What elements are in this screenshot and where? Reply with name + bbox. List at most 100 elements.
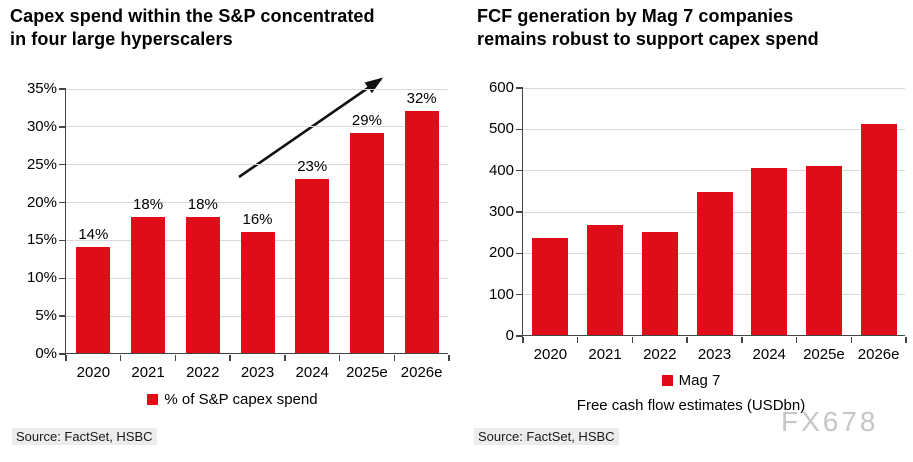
y-axis-tick	[516, 252, 523, 255]
y-axis-tick	[516, 335, 523, 337]
y-axis-tick	[516, 169, 523, 172]
y-axis-tick	[59, 315, 66, 317]
bar-2023	[240, 231, 275, 353]
bar-value-label: 14%	[78, 226, 109, 243]
y-axis-tick	[516, 87, 523, 89]
x-axis-tick	[850, 336, 853, 343]
bar-2020	[76, 247, 111, 353]
y-axis-tick-label: 30%	[26, 117, 57, 135]
fcf-axis-caption: Free cash flow estimates (USDbn)	[576, 397, 806, 414]
x-axis-tick	[686, 336, 688, 343]
y-axis-tick	[516, 128, 523, 131]
y-axis-tick-label: 10%	[26, 269, 57, 287]
bar-2023	[696, 192, 733, 335]
fcf-legend: Mag 7	[477, 372, 905, 389]
y-axis-tick-label: 25%	[26, 155, 57, 173]
bar-2021	[131, 216, 166, 353]
fcf-source-note: Source: FactSet, HSBC	[474, 428, 619, 445]
bar-2020	[532, 237, 569, 335]
watermark: FX678	[781, 406, 879, 437]
capex-legend-swatch-icon	[147, 394, 159, 405]
x-axis-tick	[338, 354, 341, 361]
fcf-chart-title: FCF generation by Mag 7 companies remain…	[477, 5, 907, 51]
capex-title-line-2: in four large hyperscalers	[10, 29, 233, 49]
x-axis-tick	[174, 354, 177, 361]
bar-value-label: 18%	[133, 195, 164, 213]
gridline	[523, 87, 905, 89]
gridline	[66, 126, 448, 128]
x-axis-tick	[284, 354, 286, 361]
y-axis-tick	[59, 201, 66, 204]
x-axis-category-label: 2022	[643, 346, 677, 363]
bar-2025e	[805, 165, 842, 335]
bar-2021	[587, 225, 624, 335]
x-axis-category-label: 2025e	[803, 346, 845, 363]
x-axis-category-label: 2025e	[346, 364, 388, 381]
capex-legend: % of S&P capex spend	[10, 391, 455, 408]
y-axis-tick-label: 0%	[35, 345, 57, 362]
x-axis-category-label: 2024	[752, 346, 786, 363]
x-axis-category-label: 2021	[588, 346, 622, 363]
capex-chart-title: Capex spend within the S&P concentrated …	[10, 5, 450, 51]
x-axis-category-label: 2021	[131, 364, 165, 381]
y-axis-tick-label: 35%	[26, 80, 57, 97]
bar-value-label: 23%	[297, 157, 328, 175]
x-axis-category-label: 2020	[533, 346, 568, 363]
gridline	[66, 88, 448, 90]
gridline	[66, 164, 448, 166]
y-axis-tick-label: 100	[488, 285, 514, 303]
fcf-plot-area: 0 100 200 300 400 500 600 2020 2021 2022 2023 2024 2…	[489, 79, 907, 363]
y-axis-tick-label: 0	[505, 327, 514, 344]
bar-2024	[751, 167, 788, 335]
x-axis-tick	[576, 336, 579, 343]
x-axis-tick	[229, 354, 231, 361]
x-axis-category-label: 2023	[697, 346, 732, 363]
x-axis-tick	[795, 336, 798, 343]
x-axis-category-label: 2026e	[857, 346, 900, 363]
bar-value-label: 29%	[351, 112, 382, 130]
bar-2022	[185, 216, 220, 353]
x-axis-category-label: 2020	[76, 364, 111, 381]
bar-2026e	[404, 110, 439, 353]
bar-value-label: 16%	[242, 210, 273, 228]
x-axis-tick	[393, 354, 396, 361]
bar-value-label: 18%	[187, 195, 218, 213]
capex-source-note: Source: FactSet, HSBC	[12, 428, 157, 445]
y-axis-tick	[59, 126, 66, 128]
x-axis-tick	[65, 354, 67, 361]
x-axis-tick	[522, 336, 524, 343]
x-axis-category-label: 2023	[240, 364, 275, 381]
gridline	[523, 128, 905, 130]
y-axis-tick-label: 5%	[35, 307, 57, 325]
y-axis-tick	[516, 293, 523, 296]
y-axis-tick	[59, 277, 66, 280]
x-axis-tick	[448, 354, 450, 361]
y-axis-tick-label: 200	[488, 244, 514, 262]
x-axis-category-label: 2024	[295, 364, 329, 381]
bar-2024	[295, 178, 330, 353]
y-axis-tick-label: 600	[488, 79, 514, 96]
y-axis-tick-label: 500	[488, 120, 514, 138]
y-axis-tick-label: 400	[488, 161, 514, 179]
fcf-legend-swatch-icon	[661, 375, 673, 386]
x-axis-tick	[905, 336, 907, 343]
fcf-title-line-1: FCF generation by Mag 7 companies	[477, 6, 794, 26]
gridline	[66, 202, 448, 204]
bar-2025e	[349, 133, 384, 353]
y-axis-tick	[59, 353, 66, 355]
y-axis-tick	[516, 211, 523, 213]
y-axis-tick	[59, 239, 66, 242]
capex-legend-label: % of S&P capex spend	[164, 391, 318, 408]
bar-2026e	[860, 124, 897, 335]
fcf-legend-label: Mag 7	[678, 372, 721, 389]
capex-title-line-1: Capex spend within the S&P concentrated	[10, 6, 375, 26]
y-axis-tick-label: 15%	[26, 231, 57, 249]
x-axis-category-label: 2022	[186, 364, 220, 381]
x-axis-tick	[741, 336, 743, 343]
x-axis-tick	[119, 354, 122, 361]
y-axis-tick	[59, 163, 66, 166]
bar-value-label: 32%	[406, 89, 437, 107]
gridline	[523, 170, 905, 172]
bar-2022	[641, 231, 678, 335]
